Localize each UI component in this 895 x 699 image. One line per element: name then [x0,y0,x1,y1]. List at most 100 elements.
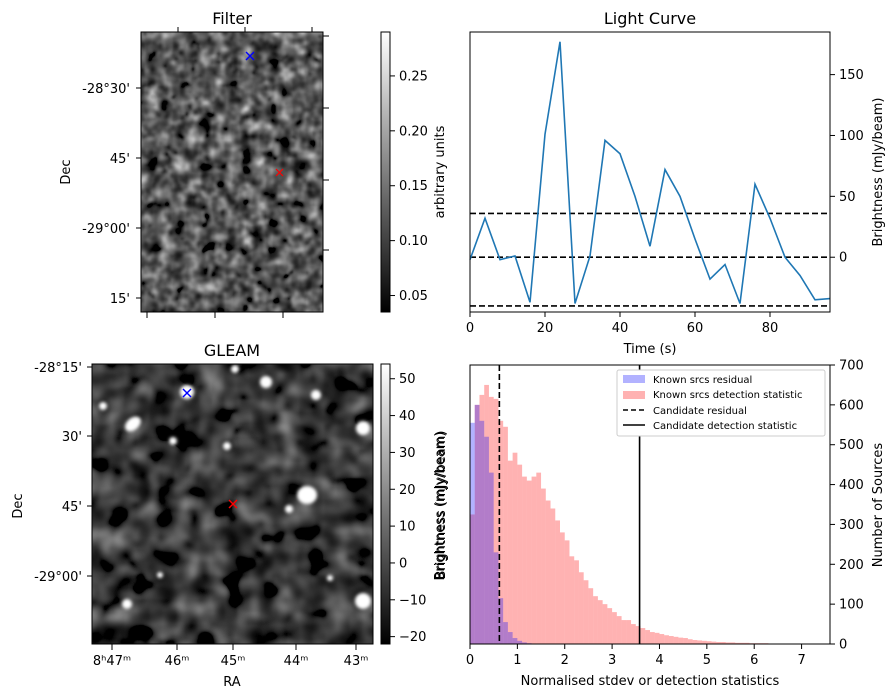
filter-frame [140,31,324,313]
x-tick-label: 5 [703,653,711,668]
x-tick-label: 20 [537,321,554,336]
gleam-ylabel: Dec [11,493,26,518]
histogram-bar [683,638,688,644]
histogram-bar [664,635,669,644]
gleam-xtick-label: 8ʰ47ᵐ [93,654,131,669]
gleam-colorbar-label: Brightness (mJy/beam) [433,432,448,581]
histogram-bar [673,636,679,644]
colorbar-tick-label: 20 [399,483,416,498]
histogram-bar [588,588,594,644]
histogram-bar [692,640,698,644]
filter-ytick-label: 15' [110,292,130,307]
histogram-bar [479,394,485,644]
gleam-xtick-label: 43ᵐ [344,654,369,669]
histogram-bar [479,420,485,644]
gleam-colorbar [380,363,391,645]
y-tick-label: 700 [839,359,864,374]
histogram-bar [560,532,565,644]
histogram-bar [493,552,499,644]
lightcurve-x-ticks: 0 20 40 60 80 [466,312,778,336]
legend-label: Candidate residual [653,406,747,417]
filter-ylabel: Dec [59,159,74,184]
histogram-bar [578,572,584,644]
colorbar-tick-label: 0.20 [399,124,428,139]
x-tick-label: 2 [561,653,569,668]
histogram-bar [503,622,508,644]
histogram-bar [621,620,627,644]
x-tick-label: 60 [687,321,704,336]
histogram-bar [706,641,712,644]
gleam-ytick-label: -29°00' [34,570,82,585]
histogram-bar [650,632,655,644]
histogram-bar [555,520,560,644]
histogram-bar [474,404,480,644]
legend-swatch-residual [623,375,645,383]
gleam-ytick-label: 45' [62,500,82,515]
gleam-title: GLEAM [204,341,260,360]
y-tick-label: 0 [839,251,847,266]
y-tick-label: 0 [839,638,847,653]
histogram-bars [470,384,826,644]
x-tick-label: 3 [608,653,616,668]
histogram-bar [702,640,707,644]
histogram-bar [484,436,489,644]
histogram-bar [593,596,598,644]
filter-marker-known [245,51,255,61]
colorbar-tick-label: 0.05 [399,289,428,304]
histogram-bar [678,637,684,644]
histogram-bar [668,636,674,644]
histogram-bar [697,640,703,644]
histogram-bar [744,642,750,644]
histogram-panel: 0 1 2 3 4 5 6 7 0 100 200 300 400 500 600 700 Normalis… [466,359,886,690]
histogram-bar [488,396,494,644]
histogram-bar [564,540,570,644]
histogram-x-ticks: 0 1 2 3 4 5 6 7 [466,644,806,668]
histogram-bar [654,632,660,644]
histogram-bar [470,422,475,644]
histogram-bar [616,616,622,644]
filter-noise [141,32,323,312]
histogram-bar [484,384,489,644]
histogram-bar [721,642,726,644]
gleam-xtick-label: 46ᵐ [165,654,190,669]
filter-title: Filter [212,9,252,28]
histogram-frame [469,364,831,645]
histogram-bar [522,642,527,644]
histogram-bar [635,626,641,644]
filter-colorbar-ticks: 0.05 0.10 0.15 0.20 0.25 [390,69,428,304]
lightcurve-ylabel: Brightness (mJy/beam) [871,98,886,247]
filter-y-ticks [136,27,329,318]
gleam-marker-known [182,388,192,398]
histogram-bar [526,480,532,644]
gleam-xtick-label: 44ᵐ [284,654,309,669]
gleam-panel: GLEAM [11,341,448,690]
filter-colorbar-label: arbitrary units [433,125,448,218]
histogram-bar [517,640,523,644]
colorbar-tick-label: 0 [399,556,407,571]
filter-ytick-label: 45' [110,152,130,167]
gleam-xtick-label: 45ᵐ [221,654,246,669]
y-tick-label: 200 [839,558,864,573]
y-tick-label: 300 [839,518,864,533]
filter-ytick-label: -28°30' [82,82,130,97]
gleam-ticks [87,366,357,650]
histogram-bar [626,620,632,644]
histogram-bar [512,638,518,644]
histogram-bar [474,404,480,644]
legend-frame [616,369,826,437]
legend-swatch-detection [623,391,645,399]
histogram-bar [716,642,722,644]
histogram-bar [640,628,646,644]
filter-colorbar [380,31,391,313]
colorbar-tick-label: −10 [399,593,426,608]
x-tick-label: 7 [797,653,805,668]
gleam-xlabel: RA [223,675,241,690]
histogram-bar [659,634,665,644]
x-tick-label: 0 [466,653,474,668]
lightcurve-series-line [469,41,831,304]
legend-label: Candidate detection statistic [653,421,797,432]
colorbar-tick-label: 0.10 [399,234,428,249]
histogram-bar [597,600,603,644]
colorbar-tick-label: 30 [399,446,416,461]
y-tick-label: 100 [839,129,864,144]
